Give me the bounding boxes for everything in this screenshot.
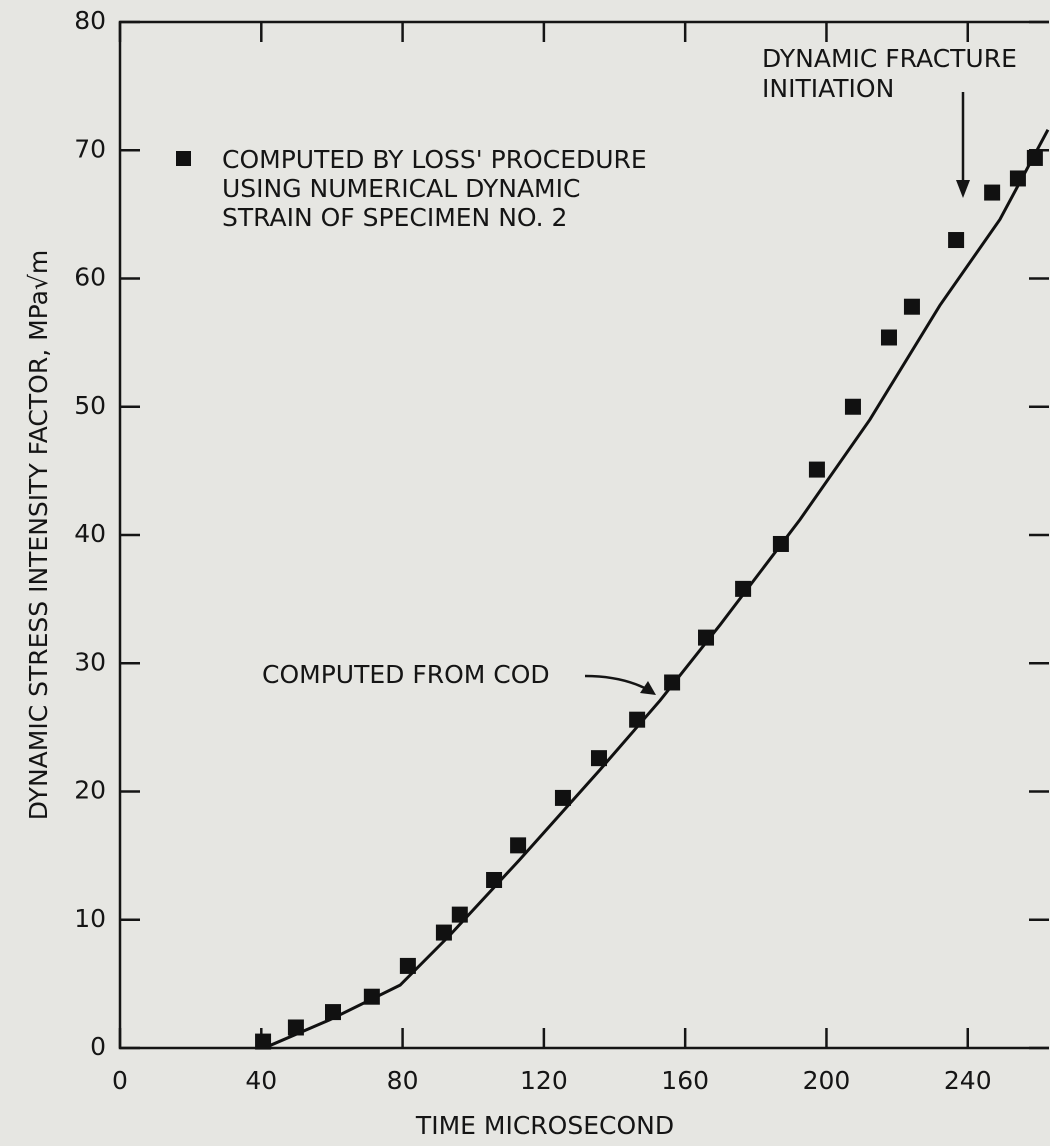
data-point — [698, 629, 715, 646]
data-point — [664, 674, 681, 691]
y-tick-label: 70 — [74, 134, 106, 163]
data-point — [435, 924, 452, 941]
arrow-head — [640, 681, 656, 695]
data-point — [510, 837, 527, 854]
data-point — [772, 535, 789, 552]
data-point — [486, 871, 503, 888]
data-point — [590, 750, 607, 767]
y-tick-label: 30 — [74, 647, 106, 676]
data-point — [948, 232, 965, 249]
data-point — [399, 957, 416, 974]
data-point — [844, 398, 861, 415]
y-tick-label: 40 — [74, 519, 106, 548]
x-tick-label: 120 — [520, 1066, 568, 1095]
x-tick-label: 240 — [944, 1066, 992, 1095]
data-point — [451, 906, 468, 923]
data-point — [880, 329, 897, 346]
data-point — [363, 988, 380, 1005]
legend-text: USING NUMERICAL DYNAMIC — [222, 174, 580, 203]
data-point — [808, 461, 825, 478]
x-tick-label: 80 — [387, 1066, 419, 1095]
x-tick-label: 40 — [245, 1066, 277, 1095]
y-tick-label: 80 — [74, 6, 106, 35]
legend-text: COMPUTED BY LOSS' PROCEDURE — [222, 145, 647, 174]
annotation: COMPUTED FROM COD — [262, 660, 550, 689]
annotation: DYNAMIC FRACTURE — [762, 44, 1017, 73]
arrow-head — [956, 180, 970, 198]
data-point — [903, 298, 920, 315]
data-point — [324, 1004, 341, 1021]
data-point — [287, 1019, 304, 1036]
data-point — [1009, 170, 1026, 187]
x-tick-label: 160 — [661, 1066, 709, 1095]
y-axis-label: DYNAMIC STRESS INTENSITY FACTOR, MPa√m — [24, 250, 53, 820]
annotation: INITIATION — [762, 74, 894, 103]
y-tick-label: 50 — [74, 391, 106, 420]
data-point — [984, 184, 1001, 201]
data-point — [629, 711, 646, 728]
x-tick-label: 200 — [803, 1066, 851, 1095]
y-tick-label: 10 — [74, 904, 106, 933]
data-point — [255, 1033, 272, 1050]
cod-curve — [269, 129, 1050, 1047]
data-point — [1026, 149, 1043, 166]
data-point — [735, 580, 752, 597]
legend-text: STRAIN OF SPECIMEN NO. 2 — [222, 203, 567, 232]
data-point — [554, 789, 571, 806]
x-axis-label: TIME MICROSECOND — [415, 1111, 674, 1140]
x-tick-label: 0 — [112, 1066, 128, 1095]
legend-marker — [176, 151, 191, 166]
y-tick-label: 20 — [74, 776, 106, 805]
y-tick-label: 0 — [90, 1032, 106, 1061]
y-tick-label: 60 — [74, 263, 106, 292]
